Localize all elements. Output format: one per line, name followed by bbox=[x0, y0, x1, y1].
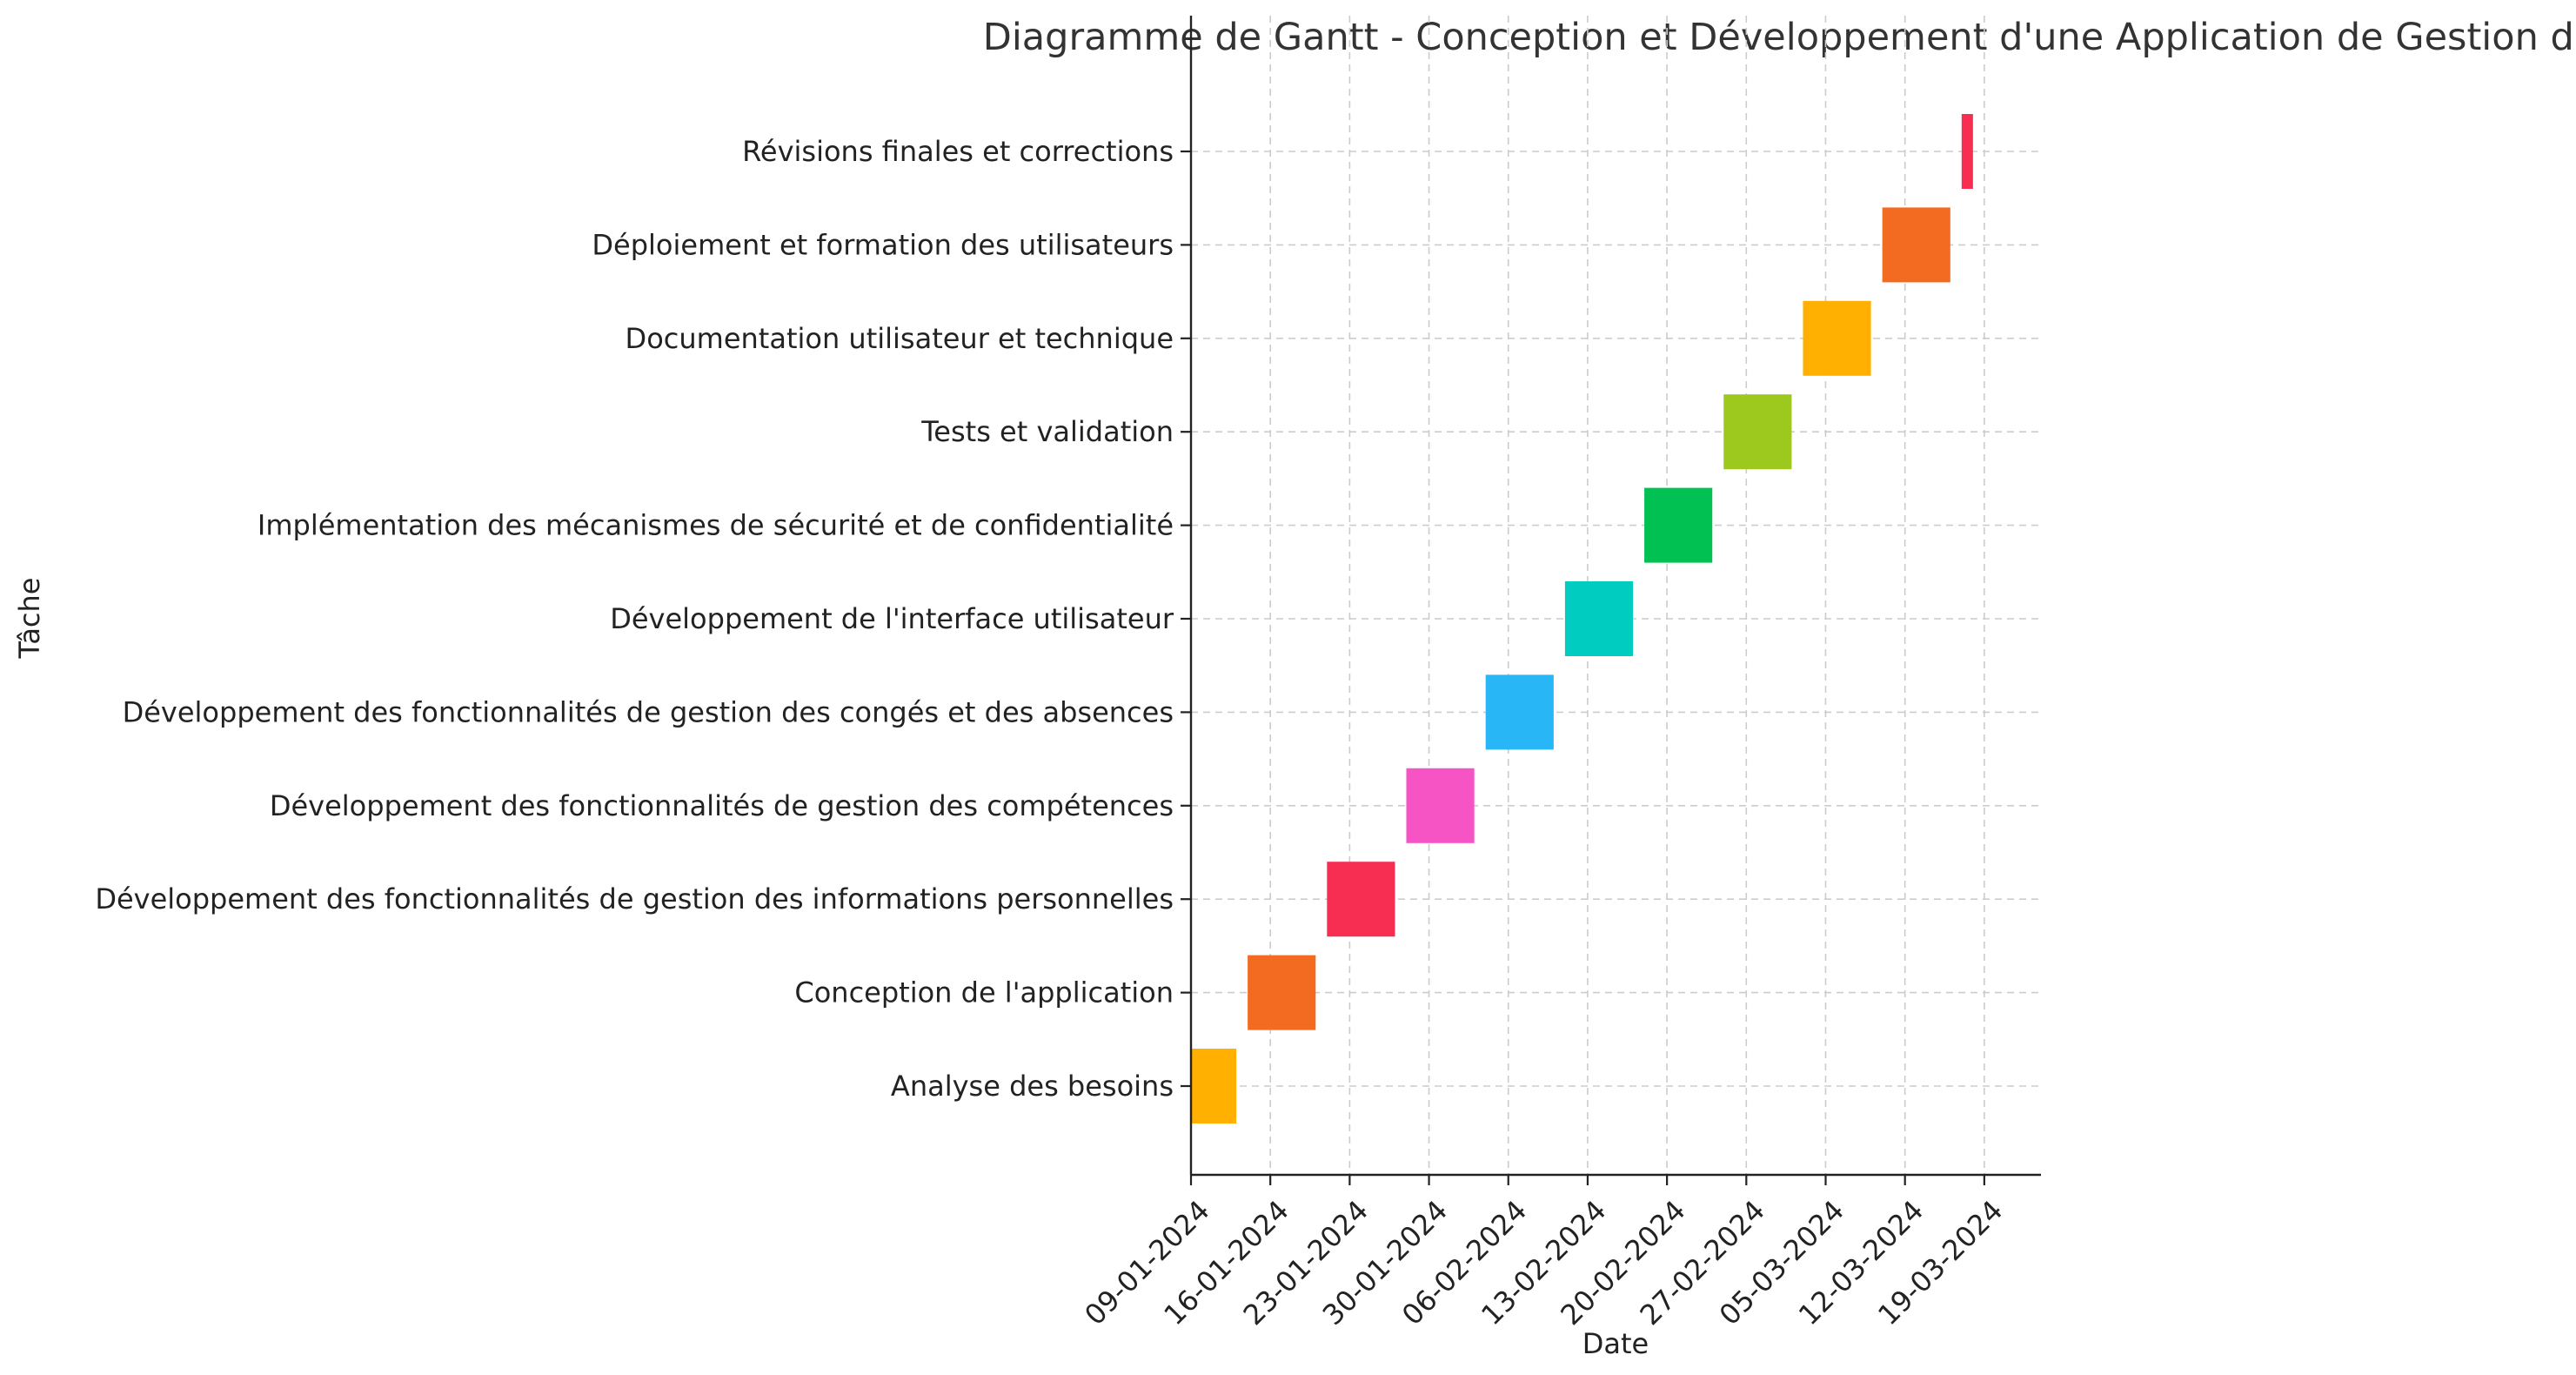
task-bar bbox=[1191, 1049, 1237, 1123]
chart-title: Diagramme de Gantt - Conception et Dével… bbox=[983, 16, 2576, 59]
x-axis-ticks: 09-01-202416-01-202423-01-202430-01-2024… bbox=[1078, 1175, 2009, 1331]
task-bars bbox=[1191, 114, 1973, 1123]
y-tick-label: Développement de l'interface utilisateur bbox=[610, 602, 1174, 635]
y-tick-label: Implémentation des mécanismes de sécurit… bbox=[258, 509, 1174, 542]
y-tick-label: Analyse des besoins bbox=[891, 1070, 1174, 1103]
task-bar bbox=[1723, 394, 1792, 470]
y-tick-label: Déploiement et formation des utilisateur… bbox=[592, 228, 1174, 261]
y-tick-label: Révisions finales et corrections bbox=[742, 135, 1174, 168]
y-tick-label: Tests et validation bbox=[920, 415, 1174, 448]
task-bar bbox=[1564, 581, 1634, 656]
y-axis-ticks: Analyse des besoins Conception de l'appli… bbox=[95, 135, 1191, 1103]
task-bar bbox=[1803, 300, 1871, 376]
task-bar bbox=[1961, 114, 1973, 189]
x-axis-title: Date bbox=[1582, 1327, 1649, 1360]
task-bar bbox=[1406, 768, 1475, 843]
task-bar bbox=[1644, 487, 1713, 563]
task-bar bbox=[1248, 955, 1316, 1030]
task-bar bbox=[1882, 207, 1950, 283]
y-tick-label: Développement des fonctionnalités de ges… bbox=[123, 695, 1174, 728]
y-tick-label: Documentation utilisateur et technique bbox=[626, 322, 1174, 355]
y-axis-title: Tâche bbox=[13, 578, 46, 660]
task-bar bbox=[1327, 862, 1395, 937]
y-tick-label: Conception de l'application bbox=[794, 976, 1174, 1009]
task-bar bbox=[1485, 674, 1554, 750]
y-tick-label: Développement des fonctionnalités de ges… bbox=[95, 882, 1174, 916]
y-tick-label: Développement des fonctionnalités de ges… bbox=[270, 789, 1174, 822]
